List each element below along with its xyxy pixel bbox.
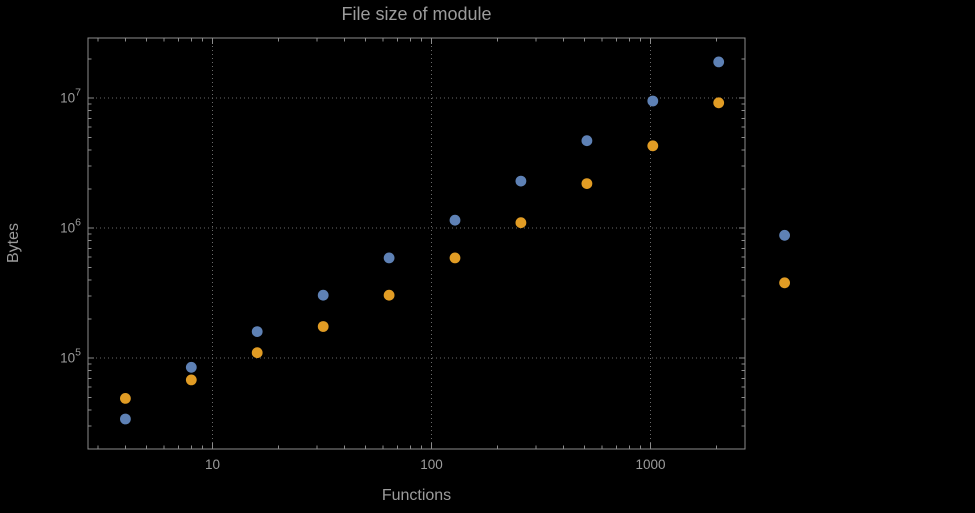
data-point xyxy=(185,361,197,373)
series-2-orange xyxy=(120,97,790,404)
y-tick-label: 107 xyxy=(60,87,81,106)
data-point xyxy=(779,277,790,289)
data-point xyxy=(185,374,197,386)
data-points xyxy=(120,56,790,425)
data-point xyxy=(251,326,263,337)
data-point xyxy=(120,393,131,404)
data-point xyxy=(647,140,659,152)
data-point xyxy=(581,178,593,190)
y-axis-label: Bytes xyxy=(5,222,22,264)
data-point xyxy=(647,95,659,107)
y-tick-label: 105 xyxy=(60,347,81,366)
data-point xyxy=(713,97,725,109)
data-point xyxy=(581,135,593,147)
data-point xyxy=(383,252,395,264)
series-1-blue xyxy=(120,56,790,425)
plot-frame xyxy=(87,37,746,450)
data-point xyxy=(251,347,263,359)
data-point xyxy=(383,289,395,301)
ticks xyxy=(88,38,745,449)
gridlines xyxy=(88,38,745,449)
data-point xyxy=(120,413,131,425)
x-tick-label: 10 xyxy=(205,457,220,472)
data-point xyxy=(515,175,527,187)
x-tick-label: 100 xyxy=(420,457,443,472)
data-point xyxy=(713,56,725,68)
data-point xyxy=(317,321,329,332)
data-point xyxy=(515,217,527,229)
x-tick-label: 1000 xyxy=(635,457,665,472)
chart-title: File size of module xyxy=(341,4,492,24)
tick-labels: 10 100 1000 105 106 107 xyxy=(60,87,665,472)
data-point xyxy=(779,229,790,241)
data-point xyxy=(317,289,329,301)
y-tick-label: 106 xyxy=(60,217,81,236)
x-axis-label: Functions xyxy=(381,487,452,504)
data-point xyxy=(449,252,461,264)
data-point xyxy=(449,214,461,226)
